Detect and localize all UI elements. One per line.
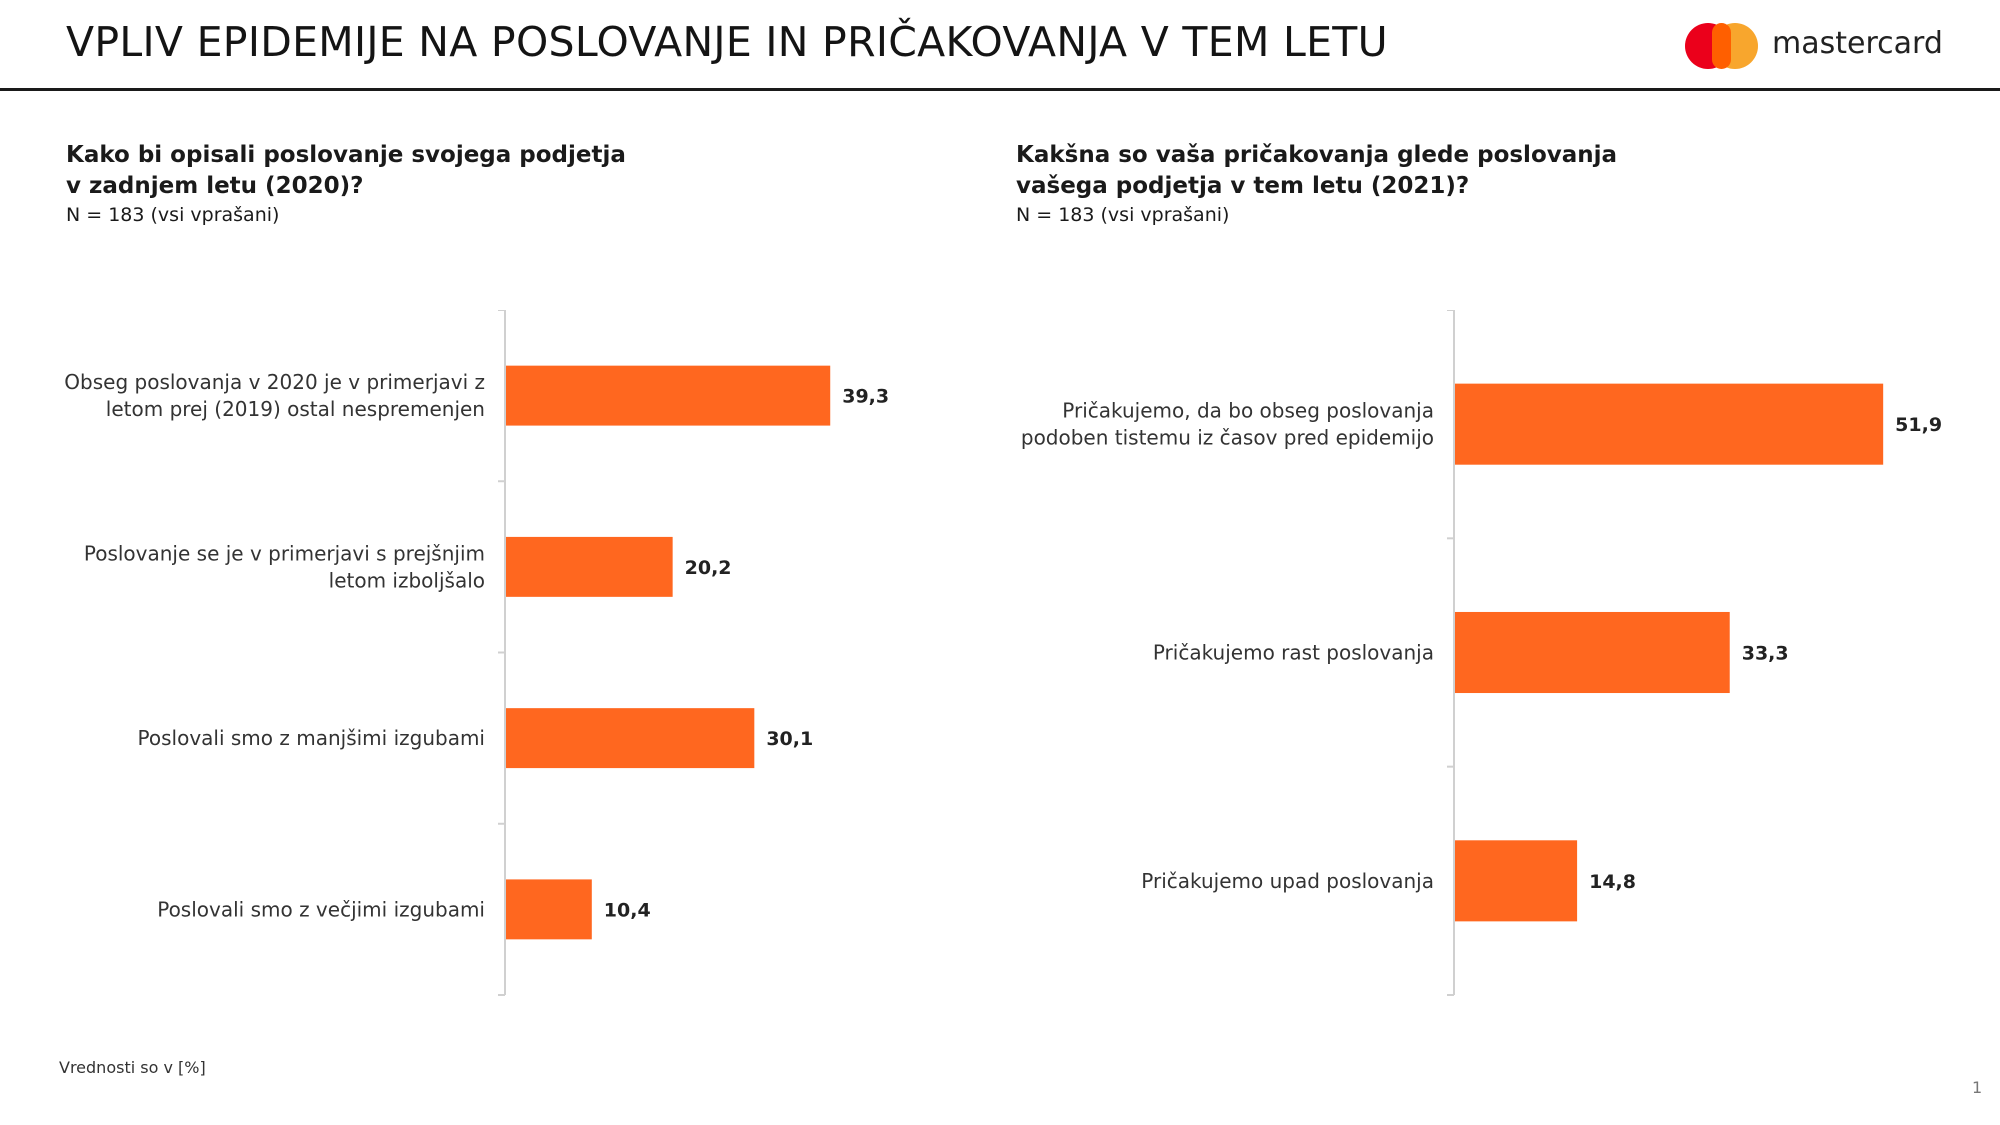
left-chart-bar [506,708,755,769]
left-question-line-1: Kako bi opisali poslovanje svojega podje… [66,142,626,168]
left-chart-category-label: Poslovali smo z manjšimi izgubami [138,726,485,750]
left-question: Kako bi opisali poslovanje svojega podje… [66,140,626,228]
right-chart-category-label: podoben tistemu iz časov pred epidemijo [1021,426,1434,450]
left-chart-category-label: letom izboljšalo [329,568,485,592]
right-chart-category-label: Pričakujemo rast poslovanja [1153,641,1434,665]
left-question-line-2: v zadnjem letu (2020)? [66,173,364,199]
page-number: 1 [1972,1078,1983,1097]
right-chart-value-label: 14,8 [1589,871,1636,893]
logo-wordmark: mastercard [1772,26,1943,61]
left-chart-category-label: Obseg poslovanja v 2020 je v primerjavi … [64,370,485,394]
left-bar-chart: 39,3 Obseg poslovanja v 2020 je v primerj… [64,310,889,996]
header-divider [0,88,2000,91]
left-chart-value-label: 39,3 [842,386,889,408]
left-chart-value-label: 20,2 [685,557,732,579]
left-chart-category-label: letom prej (2019) ostal nespremenjen [106,397,485,421]
right-bar-chart: 51,9 Pričakujemo, da bo obseg poslovanja p… [1021,310,1942,996]
left-chart-bar [506,365,831,426]
left-sample-size: N = 183 (vsi vprašani) [66,204,280,226]
left-chart-bar [506,879,592,940]
right-chart-category-label: Pričakujemo upad poslovanja [1141,869,1434,893]
right-question-line-2: vašega podjetja v tem letu (2021)? [1016,173,1470,199]
left-chart-category-label: Poslovanje se je v primerjavi s prejšnji… [84,541,485,565]
right-chart-value-label: 33,3 [1742,643,1789,665]
left-chart-category-label: Poslovali smo z večjimi izgubami [157,897,485,921]
right-sample-size: N = 183 (vsi vprašani) [1016,204,1230,226]
right-chart-bar [1455,611,1730,694]
logo-overlap-icon [1712,23,1731,69]
right-question-line-1: Kakšna so vaša pričakovanja glede poslov… [1016,142,1618,168]
right-chart-bar [1455,383,1884,465]
right-chart-category-label: Pričakujemo, da bo obseg poslovanja [1062,399,1434,423]
right-question: Kakšna so vaša pričakovanja glede poslov… [1016,140,1617,228]
right-chart-value-label: 51,9 [1895,414,1942,436]
left-chart-bar [506,536,673,597]
values-footnote: Vrednosti so v [%] [59,1058,206,1077]
mastercard-logo: mastercard [1685,21,1945,71]
left-chart-value-label: 10,4 [604,899,651,921]
page-title: VPLIV EPIDEMIJE NA POSLOVANJE IN PRIČAKO… [66,18,1388,66]
left-chart-value-label: 30,1 [766,728,813,750]
right-chart-bar [1455,840,1578,922]
